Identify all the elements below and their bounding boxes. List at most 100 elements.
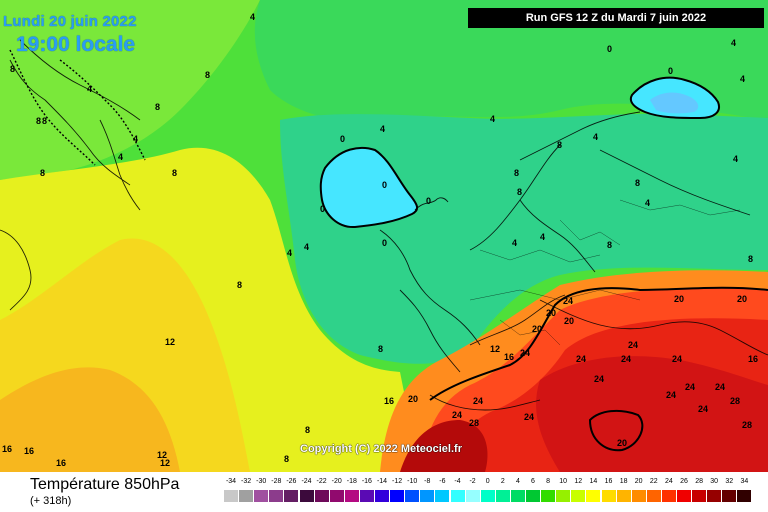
scale-tick-label: -32 — [241, 478, 252, 485]
scale-swatch — [329, 490, 344, 502]
scale-tick-label: -18 — [346, 478, 357, 485]
contour-label: 12 — [160, 458, 170, 468]
contour-label: 0 — [340, 134, 345, 144]
contour-label: 0 — [320, 204, 325, 214]
contour-label: 20 — [564, 316, 574, 326]
color-scale: -34 -32 -30 -28 -26 -24 -22 -20 -18 -16 -14 -12 -10-… — [224, 478, 756, 508]
coastlines — [0, 39, 768, 411]
contour-label: 4 — [87, 84, 92, 94]
scale-swatch — [359, 490, 374, 502]
contour-label: 28 — [742, 420, 752, 430]
scale-tick-label: 8 — [546, 478, 551, 485]
scale-tick-label: -28 — [271, 478, 282, 485]
scale-swatch — [646, 490, 661, 502]
contour-label: 4 — [733, 154, 738, 164]
contour-label: 4 — [540, 232, 545, 242]
scale-tick-label: 12 — [574, 478, 583, 485]
contour-label: 4 — [731, 38, 736, 48]
scale-swatch — [375, 490, 389, 502]
contour-label: 0 — [382, 238, 387, 248]
scale-tick-label: 6 — [531, 478, 535, 485]
contour-label: 20 — [737, 294, 747, 304]
scale-swatch — [631, 490, 646, 502]
contour-label: 8 — [607, 240, 612, 250]
forecast-offset: (+ 318h) — [30, 495, 72, 507]
scale-tick-label: -26 — [286, 478, 297, 485]
scale-swatch — [616, 490, 631, 502]
scale-tick-label: -22 — [316, 478, 327, 485]
contour-label: 4 — [490, 114, 495, 124]
scale-swatch — [677, 490, 691, 502]
contour-label: 24 — [563, 296, 573, 306]
scale-swatch — [239, 490, 254, 502]
contour-label: 20 — [617, 438, 627, 448]
field-very-hot — [536, 356, 768, 472]
contour-label: 16 — [2, 444, 12, 454]
contour-label: 24 — [594, 374, 604, 384]
isotherm-20 — [429, 286, 768, 401]
scale-tick-label: 14 — [589, 478, 598, 485]
contour-label: 0 — [382, 180, 387, 190]
scale-swatch — [420, 490, 435, 502]
contour-label: 8 — [284, 454, 289, 464]
contour-label: 24 — [685, 382, 695, 392]
contour-label: 24 — [473, 396, 483, 406]
scale-tick-label: 32 — [725, 478, 734, 485]
contour-label: 12 — [165, 337, 175, 347]
contour-label: 0 — [668, 66, 673, 76]
contour-label: 8 — [205, 70, 210, 80]
scale-tick-label: -24 — [301, 478, 312, 485]
scale-tick-label: 16 — [604, 478, 613, 485]
contour-label: 24 — [520, 348, 530, 358]
scale-swatch — [541, 490, 556, 502]
scale-tick-label: 0 — [485, 478, 490, 485]
contour-label: 24 — [715, 382, 725, 392]
scale-swatch — [586, 490, 601, 502]
scale-swatch — [390, 490, 405, 502]
contour-label: 24 — [524, 412, 534, 422]
contour-label: 4 — [133, 134, 138, 144]
scale-tick-label: 26 — [680, 478, 688, 485]
contour-label: 8 — [10, 64, 15, 74]
contour-label: 8 — [305, 425, 310, 435]
scale-tick-label: 4 — [515, 478, 520, 485]
copyright-text: Copyright (C) 2022 Meteociel.fr — [300, 443, 462, 455]
scale-tick-label: -4 — [454, 478, 461, 485]
contour-label: 8 — [237, 280, 242, 290]
scale-tick-label: 28 — [695, 478, 703, 485]
scale-swatch — [722, 490, 737, 502]
contour-label: 0 — [607, 44, 612, 54]
field-dark-hot — [400, 420, 488, 472]
temperature-map: 8 8 8 4 4 4 8 8 8 8 4 4 0 0 0 0 0 4 4 8 — [0, 0, 768, 472]
contour-label: 8 — [514, 168, 519, 178]
contour-label: 8 — [155, 102, 160, 112]
contour-label: 4 — [740, 74, 745, 84]
scale-swatch — [465, 490, 480, 502]
contour-label: 24 — [452, 410, 462, 420]
contour-label: 4 — [304, 242, 309, 252]
forecast-time: 19:00 locale — [16, 33, 136, 56]
scale-swatch — [450, 490, 465, 502]
scale-swatch — [495, 490, 510, 502]
scale-tick-label: -14 — [376, 478, 388, 485]
borders — [469, 199, 741, 346]
scale-swatch — [314, 490, 329, 502]
contour-label: 8 — [36, 116, 41, 126]
contour-label: 24 — [672, 354, 682, 364]
scale-tick-label: -8 — [424, 478, 431, 485]
scale-tick-label: 18 — [619, 478, 628, 485]
scale-swatch — [571, 490, 586, 502]
contour-label: 8 — [517, 187, 522, 197]
forecast-date: Lundi 20 juin 2022 — [3, 13, 137, 30]
contour-label: 8 — [42, 116, 47, 126]
scale-tick-label: -12 — [392, 478, 403, 485]
scale-swatch — [526, 490, 540, 502]
scale-tick-label: 20 — [634, 478, 643, 485]
footer: Température 850hPa (+ 318h) -34 -32 -30 -28… — [0, 472, 768, 512]
contour-label: 28 — [469, 418, 479, 428]
field-teal — [280, 113, 768, 364]
contour-label: 20 — [674, 294, 684, 304]
contour-label: 16 — [56, 458, 66, 468]
scale-swatch — [405, 490, 420, 502]
